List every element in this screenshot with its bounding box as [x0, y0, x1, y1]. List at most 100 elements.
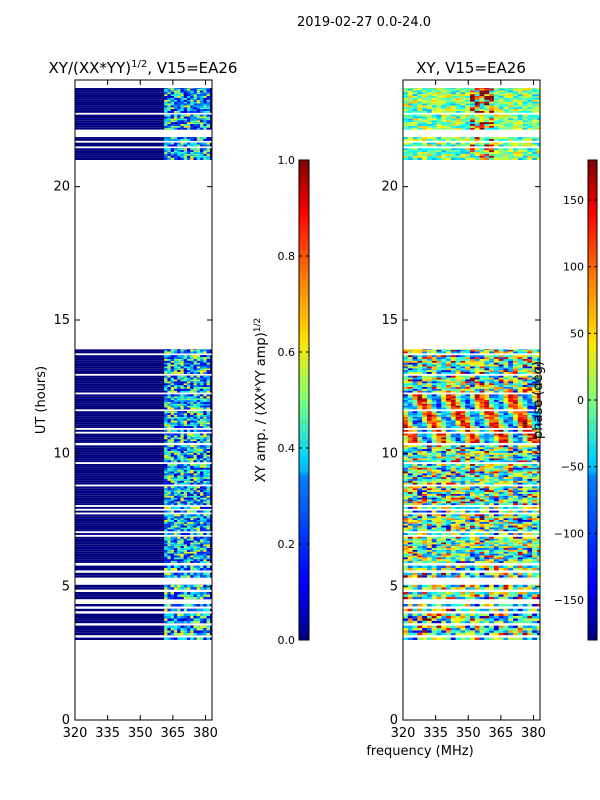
- phase-cell: [426, 452, 432, 455]
- phase-cell: [527, 565, 533, 568]
- phase-cell: [436, 439, 442, 442]
- amplitude-cell: [196, 153, 201, 156]
- phase-cell: [498, 414, 504, 417]
- phase-cell: [455, 420, 461, 423]
- amplitude-cell: [196, 488, 201, 491]
- amplitude-cell: [183, 561, 188, 563]
- amplitude-cell: [193, 568, 197, 571]
- amplitude-cell: [164, 99, 168, 102]
- amplitude-cell: [186, 630, 191, 633]
- phase-cell: [446, 435, 452, 438]
- phase-cell: [431, 469, 437, 472]
- phase-cell: [522, 628, 528, 631]
- amplitude-cell: [206, 492, 211, 494]
- phase-cell: [455, 533, 461, 535]
- phase-cell: [455, 433, 461, 436]
- phase-cell: [403, 555, 408, 558]
- phase-cell: [469, 475, 475, 478]
- phase-cell: [479, 551, 485, 554]
- amplitude-cell: [177, 349, 181, 352]
- phase-cell: [532, 613, 538, 616]
- phase-cell: [527, 413, 533, 415]
- amplitude-cell: [170, 561, 175, 563]
- phase-cell: [522, 454, 528, 457]
- amplitude-cell: [170, 118, 175, 121]
- amplitude-cell: [180, 520, 184, 522]
- amplitude-cell: [164, 477, 168, 479]
- phase-cell: [517, 488, 523, 491]
- amplitude-cell: [180, 429, 184, 432]
- phase-cell: [479, 572, 485, 576]
- amplitude-cell: [164, 630, 168, 633]
- phase-cell: [493, 572, 499, 576]
- phase-cell: [493, 426, 499, 428]
- amplitude-cell: [173, 469, 178, 472]
- amplitude-cell: [186, 518, 191, 520]
- phase-cell: [536, 503, 540, 506]
- amplitude-cell: [170, 433, 175, 436]
- phase-cell: [412, 482, 418, 485]
- phase-cell: [522, 413, 528, 415]
- phase-cell: [503, 525, 509, 528]
- phase-cell: [474, 587, 480, 590]
- amplitude-cell: [164, 536, 168, 539]
- amplitude-row: [75, 527, 212, 530]
- phase-cell: [436, 538, 442, 541]
- amplitude-cell: [200, 411, 204, 414]
- amplitude-cell: [203, 368, 207, 371]
- amplitude-cell: [167, 449, 171, 451]
- phase-cell: [431, 523, 437, 526]
- phase-cell: [460, 587, 466, 590]
- amplitude-cell: [193, 381, 197, 384]
- phase-cell: [450, 604, 456, 607]
- phase-cell: [474, 422, 480, 425]
- phase-cell: [407, 495, 413, 498]
- phase-cell: [536, 433, 540, 436]
- phase-cell: [503, 445, 509, 448]
- phase-cell: [532, 594, 538, 597]
- phase-cell: [450, 533, 456, 535]
- phase-cell: [422, 608, 428, 612]
- amplitude-cell: [180, 523, 184, 526]
- phase-cell: [436, 424, 442, 427]
- amplitude-cell: [196, 105, 201, 108]
- amplitude-row: [75, 486, 212, 489]
- phase-cell: [455, 460, 461, 463]
- phase-cell: [517, 575, 523, 578]
- phase-cell: [532, 439, 538, 442]
- amplitude-cell: [164, 501, 168, 504]
- amplitude-cell: [170, 540, 175, 543]
- phase-cell: [450, 546, 456, 548]
- phase-cell: [503, 575, 509, 578]
- phase-cell: [431, 632, 437, 636]
- phase-cell: [489, 413, 495, 415]
- amplitude-cell: [164, 493, 168, 496]
- phase-cell: [532, 493, 538, 496]
- amplitude-cell: [183, 97, 188, 100]
- phase-cell: [493, 449, 499, 451]
- amplitude-cell: [183, 482, 188, 485]
- colorbar-tick-label: 0.2: [278, 538, 296, 551]
- amplitude-cell: [206, 358, 211, 361]
- phase-cell: [465, 561, 471, 563]
- amplitude-cell: [190, 525, 194, 528]
- phase-cell: [536, 613, 540, 616]
- phase-cell: [412, 620, 418, 624]
- phase-cell: [426, 604, 432, 607]
- phase-cell: [536, 546, 540, 548]
- phase-cell: [522, 464, 528, 466]
- phase-cell: [417, 452, 423, 455]
- phase-cell: [460, 449, 466, 451]
- phase-cell: [446, 477, 452, 479]
- amplitude-cell: [193, 390, 197, 393]
- phase-cell: [412, 464, 418, 466]
- phase-cell: [536, 416, 540, 419]
- phase-cell: [503, 482, 509, 485]
- amplitude-cell: [183, 424, 188, 427]
- amplitude-cell: [170, 383, 175, 386]
- amplitude-cell: [200, 546, 204, 548]
- amplitude-cell: [203, 497, 207, 500]
- amplitude-cell: [167, 510, 171, 513]
- phase-cell: [489, 575, 495, 578]
- amplitude-cell: [203, 418, 207, 421]
